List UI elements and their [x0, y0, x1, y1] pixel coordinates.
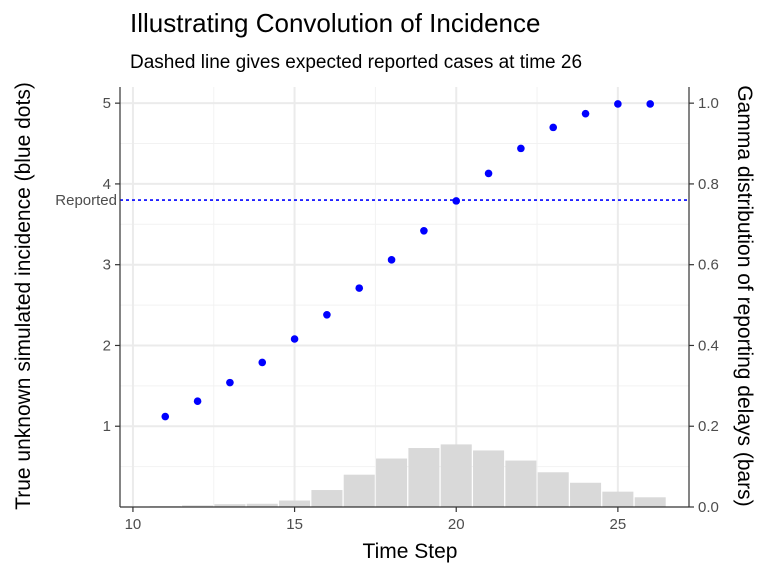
delay-bar	[343, 474, 375, 507]
delay-bar	[279, 500, 311, 507]
tick-labels: 10 15 20 25 1 2 3 4 5 0.0 0.2 0.4 0.6 0.8 1.0	[103, 95, 719, 533]
delay-bar	[473, 450, 505, 507]
reported-reference: Reported	[55, 192, 689, 209]
x-axis-title: Time Step	[363, 540, 458, 563]
y-tick-label: 5	[103, 95, 111, 112]
chart-subtitle: Dashed line gives expected reported case…	[130, 52, 582, 73]
y-right-tick-label: 0.0	[698, 499, 719, 516]
y-axis-right-title: Gamma distribution of reporting delays (…	[733, 85, 756, 506]
incidence-point	[387, 256, 396, 264]
delay-bars	[149, 444, 666, 507]
incidence-points	[161, 100, 655, 421]
x-tick-label: 15	[286, 516, 303, 533]
delay-bar	[634, 497, 666, 507]
incidence-point	[193, 397, 202, 405]
delay-bar	[182, 505, 214, 507]
plot-panel	[120, 87, 689, 507]
delay-bar	[505, 460, 537, 507]
x-tick-label: 10	[125, 516, 142, 533]
delay-bar	[602, 491, 634, 507]
delay-bar	[570, 482, 602, 507]
delay-bar	[537, 472, 569, 507]
y-right-tick-label: 0.8	[698, 176, 719, 193]
incidence-point	[614, 100, 622, 108]
delay-bar	[246, 503, 278, 507]
delay-bar	[408, 448, 440, 507]
incidence-point	[323, 310, 331, 319]
y-tick-label: 4	[103, 176, 111, 193]
incidence-point	[226, 378, 234, 387]
delay-bar	[440, 444, 472, 507]
incidence-point	[646, 100, 655, 108]
incidence-point	[258, 358, 267, 367]
incidence-point	[290, 335, 299, 343]
incidence-point	[452, 197, 461, 205]
y-tick-label: 2	[103, 337, 111, 354]
delay-bar	[311, 490, 343, 507]
incidence-point	[484, 169, 493, 178]
y-tick-label: 1	[103, 418, 111, 435]
incidence-point	[517, 144, 525, 153]
grid-lines	[120, 87, 689, 507]
x-tick-label: 20	[448, 516, 465, 533]
incidence-point	[161, 412, 170, 421]
y-right-tick-label: 0.4	[698, 337, 719, 354]
incidence-point	[549, 123, 558, 132]
reported-label: Reported	[55, 192, 117, 209]
axes	[119, 87, 690, 508]
y-right-tick-label: 0.6	[698, 257, 719, 274]
y-right-tick-label: 0.2	[698, 418, 719, 435]
delay-bar	[214, 504, 246, 507]
y-axis-title: True unknown simulated incidence (blue d…	[12, 82, 35, 510]
incidence-point	[355, 284, 364, 292]
x-tick-label: 25	[610, 516, 627, 533]
chart-title: Illustrating Convolution of Incidence	[130, 8, 540, 38]
incidence-point	[581, 109, 590, 118]
y-right-tick-label: 1.0	[698, 95, 719, 112]
y-tick-label: 3	[103, 257, 111, 274]
delay-bar	[376, 458, 408, 507]
incidence-point	[420, 226, 428, 235]
